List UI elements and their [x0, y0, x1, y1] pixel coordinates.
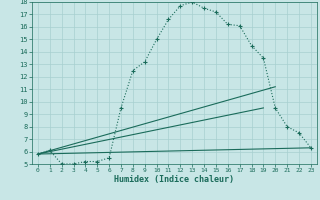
X-axis label: Humidex (Indice chaleur): Humidex (Indice chaleur)	[115, 175, 234, 184]
